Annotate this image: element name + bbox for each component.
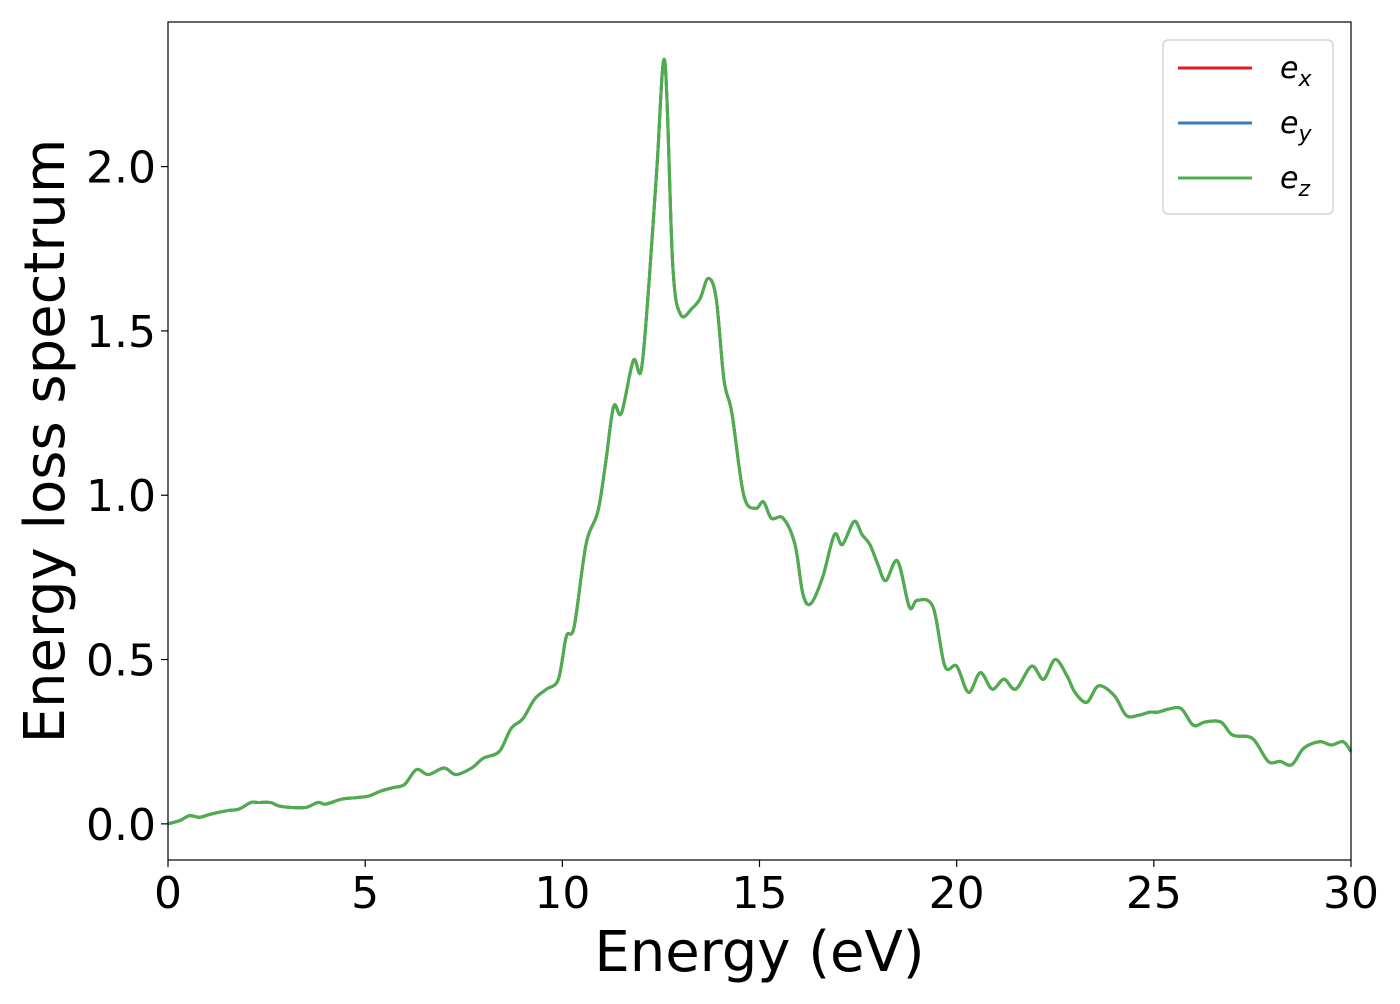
x-tick-label: 20 [929,868,985,919]
y-tick-label: 0.0 [86,800,156,851]
x-tick-label: 30 [1323,868,1379,919]
legend-label-base: e [1280,161,1298,196]
x-tick-label: 10 [534,868,590,919]
y-axis-ticks: 0.0 0.5 1.0 1.5 2.0 [86,143,168,851]
legend-label-subscript: x [1297,67,1312,92]
x-tick-label: 0 [154,868,182,919]
y-tick-label: 2.0 [86,143,156,194]
legend-label-y: ey [1280,106,1312,147]
x-axis-title: Energy (eV) [594,920,924,985]
legend-label-base: e [1280,106,1298,141]
series-line-z [167,57,1353,826]
y-tick-label: 1.5 [86,307,156,358]
x-tick-label: 25 [1126,868,1182,919]
series-layer [167,57,1353,826]
y-tick-label: 0.5 [86,636,156,687]
y-tick-label: 1.0 [86,471,156,522]
x-tick-label: 5 [351,868,379,919]
legend-label-x: ex [1280,51,1312,92]
x-tick-label: 15 [732,868,788,919]
legend-box [1162,39,1334,215]
x-axis-ticks: 0 5 10 15 20 25 30 [154,860,1379,919]
y-axis-title: Energy loss spectrum [13,139,78,744]
legend-label-z: ez [1280,161,1310,202]
legend-label-subscript: z [1297,177,1310,202]
plot-frame [167,21,1352,861]
legend-label-subscript: y [1297,122,1312,147]
legend-label-base: e [1280,51,1298,86]
